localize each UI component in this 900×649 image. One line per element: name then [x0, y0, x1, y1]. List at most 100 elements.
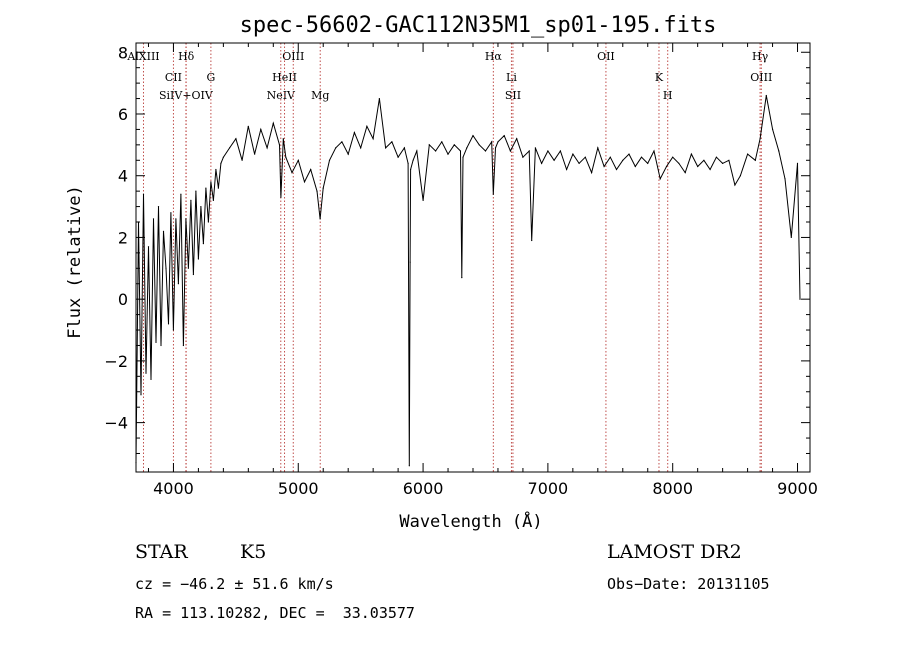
spectrum-point: [416, 150, 418, 152]
spectrum-point: [360, 147, 362, 149]
spectrum-point: [409, 261, 411, 263]
spectral-line-label: OII: [597, 50, 615, 63]
spectrum-point: [678, 162, 680, 164]
spectrum-point: [728, 159, 730, 161]
spectrum-point: [547, 150, 549, 152]
spectral-line-label: Hα: [485, 50, 503, 63]
spectrum-point: [378, 98, 380, 100]
spectrum-point: [291, 172, 293, 174]
spectrum-point: [622, 159, 624, 161]
spectrum-point: [665, 165, 668, 168]
spectrum-point: [799, 298, 801, 300]
observation-date: Obs−Date: 20131105: [607, 575, 770, 593]
spectrum-point: [210, 181, 212, 183]
spectrum-point: [266, 147, 268, 149]
spectrum-point: [422, 199, 424, 201]
spectrum-point: [484, 150, 487, 152]
axis-ticks: 4000 5000 6000 7000 8000 9000 −4 −2 0 2 4 6 8: [104, 43, 818, 498]
spectrum-point: [459, 150, 462, 152]
spectrum-point: [162, 230, 165, 232]
spectrum-point: [466, 147, 468, 149]
spectral-line-label: Li: [506, 71, 517, 84]
spectrum-point: [366, 125, 368, 127]
spectrum-point: [192, 273, 194, 276]
spectrum-point: [187, 267, 189, 269]
y-tick-label: 0: [118, 290, 128, 309]
spectrum-point: [603, 165, 605, 168]
spectral-line-label: Mg: [311, 89, 329, 102]
spectrum-point: [784, 178, 786, 180]
spectrum-point: [147, 246, 150, 248]
spectrum-point: [462, 156, 464, 158]
spectrum-point: [578, 162, 580, 164]
spectrum-series: [135, 94, 801, 467]
spectrum-point: [503, 135, 505, 137]
spectrum-point: [522, 156, 524, 158]
spectrum-point: [435, 150, 437, 152]
spectrum-point: [190, 199, 192, 201]
spectral-line-label: Hδ: [178, 50, 195, 63]
spectral-line-label: SII: [505, 89, 521, 102]
spectrum-point: [202, 243, 204, 245]
spectrum-point: [541, 162, 543, 164]
spectrum-point: [217, 187, 219, 189]
spectrum-point: [241, 159, 243, 161]
spectrum-point: [145, 372, 147, 374]
object-class: STAR: [135, 541, 188, 563]
spectrum-point: [615, 168, 618, 171]
spectrum-point: [247, 125, 249, 127]
spectral-line-label: K: [655, 71, 664, 84]
spectrum-point: [182, 344, 184, 347]
spectrum-point: [591, 172, 593, 174]
spectral-line-label: OIII: [750, 71, 772, 84]
spectral-line-markers: AlXIIICIISiIV+OIVHδGNeIVOIIIHeIIMgHαLiSI…: [126, 43, 772, 472]
spectrum-point: [157, 206, 160, 208]
spectrum-point: [205, 187, 207, 189]
x-tick-label: 5000: [278, 479, 319, 498]
spectrum-point: [285, 156, 287, 158]
spectrum-point: [497, 141, 499, 143]
spectrum-point: [303, 181, 306, 183]
spectrum-point: [197, 258, 199, 260]
spectral-line-label: G: [206, 71, 215, 84]
spectrum-point: [260, 128, 262, 130]
spectrum-point: [185, 218, 187, 220]
spectrum-point: [150, 378, 152, 380]
spectrum-point: [472, 135, 474, 137]
x-tick-label: 4000: [153, 479, 194, 498]
spectrum-point: [142, 193, 145, 195]
spectrum-point: [152, 218, 155, 220]
spectrum-point: [155, 341, 157, 343]
spectrum-point: [709, 168, 711, 171]
spectrum-point: [207, 221, 209, 223]
spectrum-point: [453, 144, 455, 146]
spectrum-point: [796, 162, 799, 164]
spectrum-point: [765, 94, 767, 97]
spectrum-point: [235, 138, 237, 140]
y-tick-label: 2: [118, 228, 128, 247]
spectrum-point: [553, 159, 555, 161]
y-tick-label: 4: [118, 167, 128, 186]
plot-frame: [135, 42, 811, 473]
spectrum-point: [461, 277, 463, 279]
y-tick-label: −4: [104, 414, 128, 433]
spectral-line-label: Hγ: [752, 50, 769, 63]
spectrum-point: [412, 159, 414, 161]
spectrum-point: [212, 199, 214, 201]
spectrum-point: [492, 193, 494, 195]
spectrum-point: [447, 153, 449, 155]
spectrum-point: [407, 162, 409, 164]
spectrum-point: [272, 122, 274, 124]
spectrum-point: [175, 218, 177, 220]
spectrum-point: [647, 162, 649, 164]
spectrum-point: [322, 187, 324, 189]
y-tick-label: 8: [118, 43, 128, 62]
spectrum-point: [297, 159, 299, 161]
spectrum-point: [672, 156, 674, 158]
spectrum-point: [754, 159, 756, 161]
spectrum-point: [316, 190, 318, 192]
spectrum-point: [195, 190, 197, 192]
spectrum-point: [609, 156, 611, 158]
spectrum-point: [310, 168, 312, 171]
spectrum-point: [566, 168, 568, 171]
